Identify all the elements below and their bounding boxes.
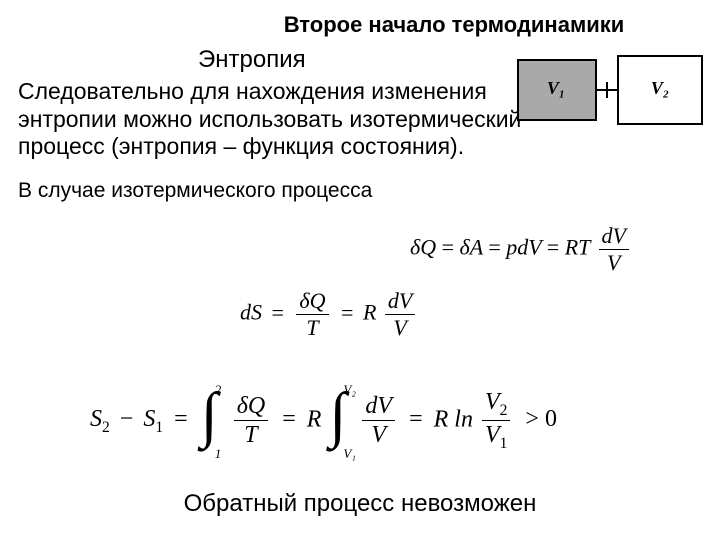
frac-num-3a: δQ (234, 394, 269, 421)
int1-hi: 2 (215, 382, 222, 398)
frac-dq-t: δQ T (296, 290, 328, 339)
equation-entropy-change: S2 − S1 = ∫ 2 1 δQ T = R ∫ V₂ V₁ dV V = … (90, 390, 557, 452)
sym-gt0: > 0 (525, 406, 557, 432)
frac-den-2a: T (296, 315, 328, 339)
sym-eq1b: = (488, 235, 500, 260)
sym-R2: R (363, 300, 376, 325)
frac-dv-v-1: dV V (599, 225, 629, 274)
sym-eq1c: = (547, 235, 559, 260)
equation-dq: δQ = δA = pdV = RT dV V (410, 225, 632, 274)
int1-lo: 1 (215, 446, 222, 462)
frac-v2-v1: V2 V1 (482, 390, 510, 452)
sym-dQ: δQ (410, 235, 436, 260)
sym-eq2a: = (272, 300, 284, 325)
sym-R3: R (307, 406, 322, 432)
frac-den-3b: V (362, 421, 395, 447)
frac-dv-v-3: dV V (362, 394, 395, 447)
sym-eq2b: = (341, 300, 353, 325)
sym-RT: RT (565, 235, 590, 260)
paragraph-isothermal: В случае изотермического процесса (18, 179, 710, 203)
frac-den-3a: T (234, 421, 269, 447)
sym-dS: dS (240, 300, 262, 325)
volumes-diagram: V₁ V₂ (516, 52, 706, 132)
int2-hi: V₂ (343, 382, 355, 398)
sym-S1: S1 (143, 406, 163, 432)
sym-eq3b: = (282, 406, 296, 432)
slide: Второе начало термодинамики Энтропия Сле… (0, 0, 720, 540)
sym-dA: δA (460, 235, 483, 260)
frac-num-3c: V2 (482, 390, 510, 421)
int2-lo: V₁ (343, 446, 355, 462)
frac-den-3c: V1 (482, 421, 510, 451)
sym-eq3c: = (409, 406, 423, 432)
sym-S2: S2 (90, 406, 110, 432)
frac-dv-v-2: dV V (385, 290, 415, 339)
frac-dq-t-3: δQ T (234, 394, 269, 447)
integral-1: ∫ 2 1 (201, 392, 223, 450)
frac-num-2b: dV (385, 290, 415, 315)
integral-2: ∫ V₂ V₁ (329, 392, 351, 450)
frac-num-3b: dV (362, 394, 395, 421)
frac-den-1: V (599, 250, 629, 274)
paragraph-main: Следовательно для нахождения изменения э… (18, 78, 528, 161)
frac-num-2a: δQ (296, 290, 328, 315)
sym-minus: − (120, 406, 134, 432)
conclusion: Обратный процесс невозможен (0, 490, 720, 518)
frac-den-2b: V (385, 315, 415, 339)
page-title: Второе начало термодинамики (18, 12, 710, 38)
label-v1: V₁ (547, 78, 565, 98)
label-v2: V₂ (651, 78, 669, 98)
frac-num-1: dV (599, 225, 629, 250)
sym-eq3a: = (174, 406, 188, 432)
sym-eq1a: = (442, 235, 454, 260)
sym-Rln: R ln (434, 406, 473, 432)
sym-pdv: pdV (506, 235, 541, 260)
equation-ds: dS = δQ T = R dV V (240, 290, 418, 339)
